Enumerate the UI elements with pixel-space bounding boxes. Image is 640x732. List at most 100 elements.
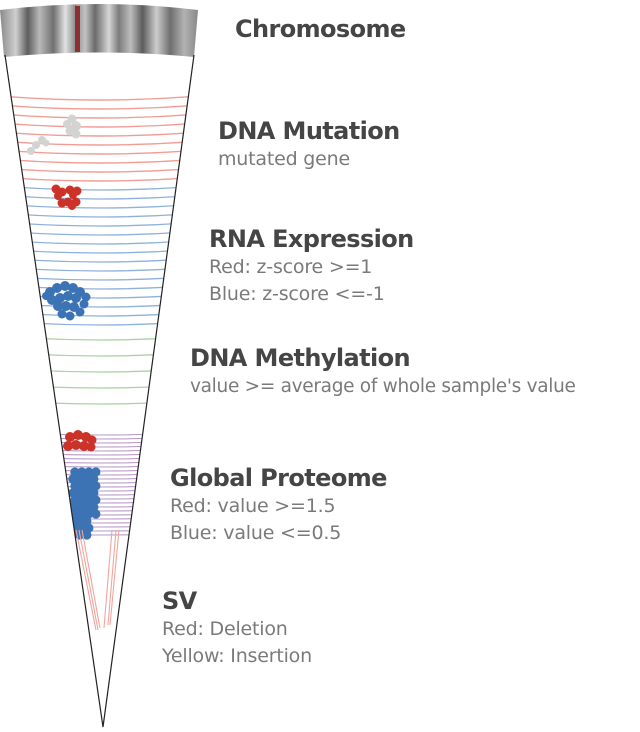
proteome-blue-marker — [75, 516, 85, 526]
proteome-blue-marker — [82, 488, 92, 498]
proteome-blue-marker — [77, 467, 87, 477]
global-proteome-red-desc: Red: value >=1.5 — [170, 495, 336, 517]
proteome-blue-marker — [77, 481, 87, 491]
chromosome-title: Chromosome — [235, 15, 406, 43]
dna-methylation-title: DNA Methylation — [190, 344, 411, 372]
exp-arc — [5, 284, 194, 290]
exp-arc — [5, 320, 194, 326]
exp-arc — [5, 275, 194, 281]
dna-mutation-title: DNA Mutation — [218, 117, 400, 145]
mut-arc — [5, 131, 194, 137]
met-arc — [5, 399, 194, 405]
sv-deletion-desc: Red: Deletion — [162, 618, 288, 640]
proteome-blue-markers — [68, 467, 101, 540]
met-arc — [5, 383, 194, 389]
mut-arc — [5, 149, 194, 155]
mutation-marker — [32, 141, 40, 149]
proteome-blue-marker — [70, 467, 80, 477]
sv-track — [75, 529, 120, 631]
proteome-blue-marker — [68, 474, 78, 484]
sv-label: SV Red: Deletion Yellow: Insertion — [162, 586, 312, 670]
chromosome-label: Chromosome — [235, 14, 406, 44]
dna-methylation-label: DNA Methylation value >= average of whol… — [190, 343, 576, 400]
dna-mutation-desc: mutated gene — [218, 148, 350, 170]
proteome-red-markers — [63, 430, 97, 452]
chromosome-band — [0, 4, 198, 57]
met-arc — [5, 335, 194, 341]
cone-outline — [4, 54, 195, 728]
global-proteome-title: Global Proteome — [170, 464, 387, 492]
proteome-blue-marker — [84, 495, 94, 505]
proteome-blue-marker — [70, 495, 80, 505]
mut-arc — [5, 140, 194, 146]
proteome-blue-marker — [82, 474, 92, 484]
mut-arc — [5, 158, 194, 164]
mutation-marker — [27, 147, 35, 155]
global-proteome-label: Global Proteome Red: value >=1.5 Blue: v… — [170, 463, 387, 547]
expression-track — [5, 185, 194, 326]
proteome-blue-marker — [91, 509, 101, 519]
proteome-blue-marker — [91, 481, 101, 491]
proteome-blue-marker — [77, 495, 87, 505]
proteome-blue-marker — [77, 509, 87, 519]
mut-arc — [5, 176, 194, 182]
met-arc — [5, 351, 194, 357]
rna-expression-title: RNA Expression — [209, 225, 414, 253]
methylation-track — [5, 335, 194, 405]
proteome-blue-marker — [75, 474, 85, 484]
centromere-mark — [75, 6, 80, 52]
sv-title: SV — [162, 587, 197, 615]
mut-arc — [5, 122, 194, 128]
pro-arc — [5, 455, 194, 460]
pro-arc — [5, 439, 194, 444]
global-proteome-blue-desc: Blue: value <=0.5 — [170, 522, 342, 544]
rna-expression-label: RNA Expression Red: z-score >=1 Blue: z-… — [209, 224, 414, 308]
exp-arc — [5, 257, 194, 263]
proteome-blue-marker — [84, 509, 94, 519]
proteome-blue-marker — [91, 467, 101, 477]
proteome-blue-marker — [84, 481, 94, 491]
proteome-blue-marker — [89, 488, 99, 498]
proteome-blue-marker — [82, 502, 92, 512]
exp-arc — [5, 194, 194, 200]
expression-blue-markers — [42, 281, 91, 321]
rna-expression-red-desc: Red: z-score >=1 — [209, 256, 373, 278]
mut-arc — [5, 113, 194, 119]
proteome-blue-marker — [82, 516, 92, 526]
proteome-blue-marker — [75, 488, 85, 498]
mutation-track — [5, 95, 194, 182]
pro-arc — [5, 447, 194, 452]
proteome-blue-marker — [91, 495, 101, 505]
pro-arc — [5, 451, 194, 456]
pro-arc — [5, 435, 194, 440]
expression-red-markers — [51, 184, 82, 210]
proteome-blue-marker — [89, 502, 99, 512]
pro-arc — [5, 443, 194, 448]
exp-arc — [5, 239, 194, 245]
mut-arc — [5, 167, 194, 173]
exp-arc — [5, 203, 194, 209]
met-arc — [5, 367, 194, 373]
mutation-marker — [63, 120, 71, 128]
exp-arc — [5, 293, 194, 299]
dna-methylation-desc: value >= average of whole sample's value — [190, 376, 576, 397]
dna-mutation-label: DNA Mutation mutated gene — [218, 116, 400, 173]
mutation-markers — [27, 114, 81, 155]
pro-arc — [5, 431, 194, 436]
mutation-marker — [42, 139, 50, 147]
proteome-blue-marker — [84, 467, 94, 477]
proteome-blue-marker — [82, 530, 92, 540]
proteome-blue-marker — [89, 474, 99, 484]
mut-arc — [5, 104, 194, 110]
exp-arc — [5, 311, 194, 317]
mutation-marker — [71, 129, 81, 139]
exp-arc — [5, 185, 194, 191]
exp-arc — [5, 212, 194, 218]
proteome-blue-marker — [75, 502, 85, 512]
rna-expression-blue-desc: Blue: z-score <=-1 — [209, 283, 385, 305]
exp-arc — [5, 302, 194, 308]
proteome-blue-marker — [84, 523, 94, 533]
exp-arc — [5, 248, 194, 254]
proteome-blue-marker — [68, 488, 78, 498]
